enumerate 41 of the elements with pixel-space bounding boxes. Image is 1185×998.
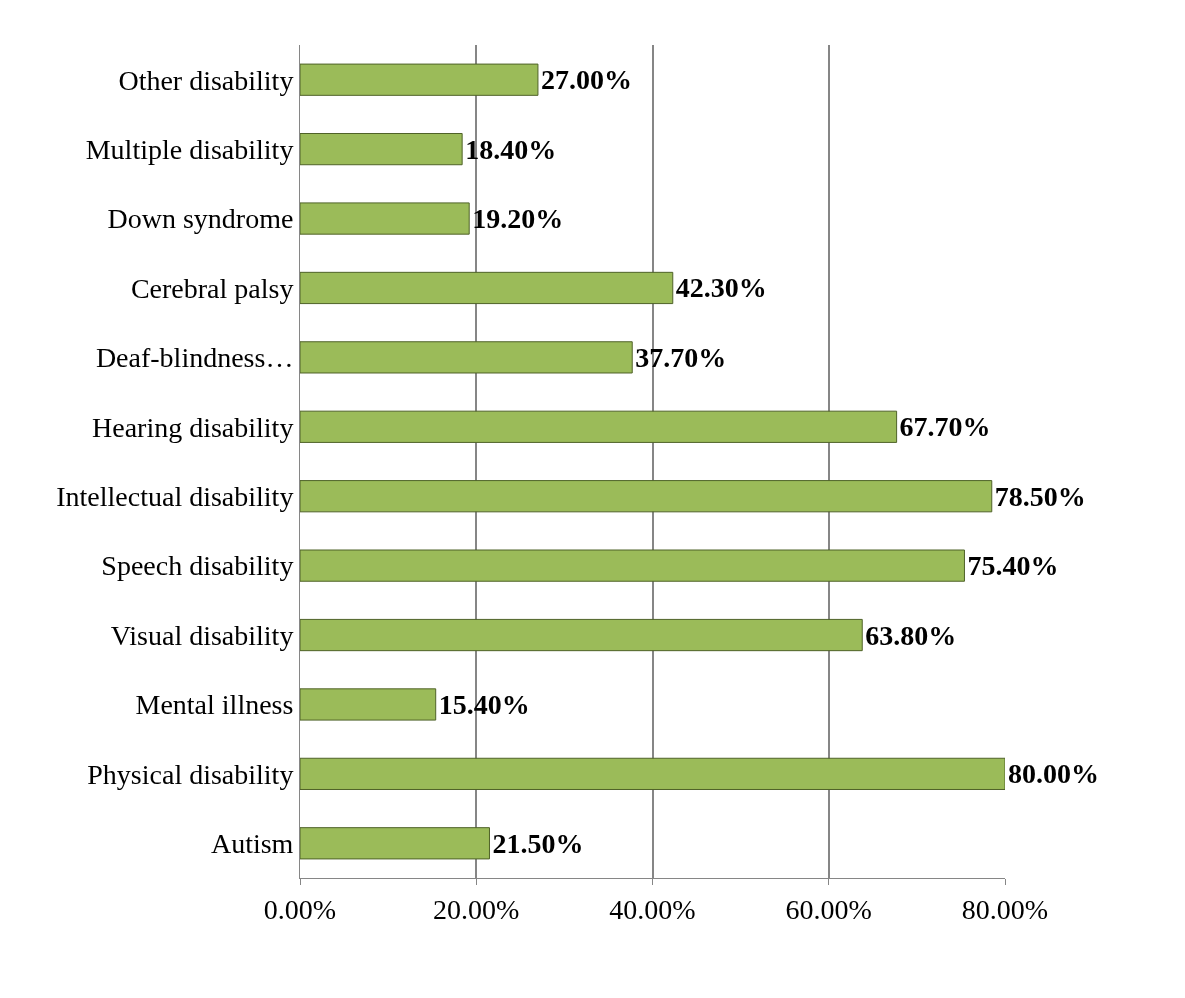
bar [300,133,463,166]
data-label: 78.50% [994,480,1086,512]
bar [300,549,965,582]
y-tick-label: Multiple disability [85,133,294,165]
data-label: 19.20% [472,203,564,235]
y-tick-label: Speech disability [101,550,294,582]
y-tick-label: Visual disability [110,619,294,651]
x-tick-label: 0.00% [263,893,337,925]
data-label: 80.00% [1008,758,1099,790]
bar [300,688,437,721]
y-tick-label: Mental illness [135,689,294,721]
y-tick-label: Intellectual disability [56,481,294,513]
data-label: 75.40% [967,550,1059,582]
y-tick-label: Deaf-blindness… [95,342,294,374]
y-tick-label: Hearing disability [91,411,294,443]
data-label: 21.50% [492,827,584,859]
data-label: 15.40% [438,688,530,720]
bar [300,271,674,305]
bar [300,618,863,652]
bar [300,63,539,96]
y-tick-label: Other disability [118,64,294,96]
y-tick-label: Down syndrome [107,203,294,235]
x-tick-label: 40.00% [609,893,696,925]
data-label: 63.80% [865,619,957,651]
bar [300,202,470,235]
bar [300,480,993,513]
x-tick-label: 60.00% [785,893,872,925]
data-label: 37.70% [635,341,727,373]
data-label: 67.70% [899,411,991,443]
bar [300,410,898,443]
data-label: 27.00% [540,64,632,96]
bar [300,341,633,374]
x-tick-label: 80.00% [961,893,1049,925]
data-label: 18.40% [465,133,557,165]
y-tick-label: Physical disability [87,758,294,790]
data-label: 42.30% [675,272,767,304]
bar [300,757,1005,790]
y-tick-label: Autism [210,828,294,860]
x-tick-label: 20.00% [433,893,520,925]
y-tick-label: Cerebral palsy [130,272,294,304]
bar [300,827,490,860]
